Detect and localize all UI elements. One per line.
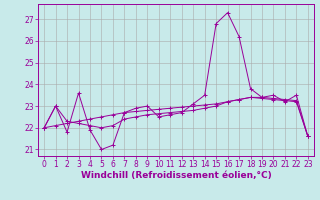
X-axis label: Windchill (Refroidissement éolien,°C): Windchill (Refroidissement éolien,°C) bbox=[81, 171, 271, 180]
